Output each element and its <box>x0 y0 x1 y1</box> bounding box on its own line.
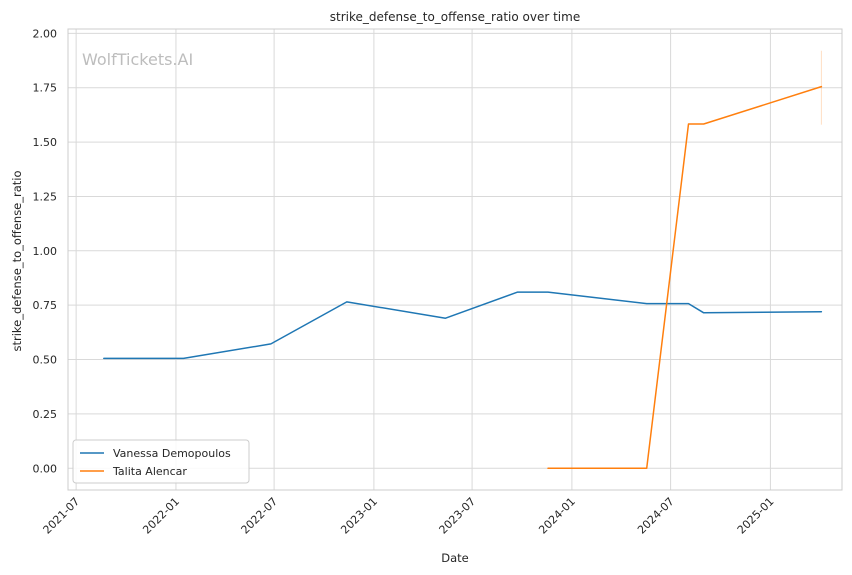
y-tick-label: 0.75 <box>33 299 58 312</box>
chart-title: strike_defense_to_offense_ratio over tim… <box>330 10 580 24</box>
y-tick-label: 1.00 <box>33 245 58 258</box>
x-tick-label: 2025-01 <box>735 495 777 537</box>
legend: Vanessa Demopoulos Talita Alencar <box>72 439 250 484</box>
legend-label: Talita Alencar <box>112 465 187 478</box>
y-tick-label: 0.50 <box>33 354 58 367</box>
x-axis-ticks: 2021-07 2022-01 2022-07 2023-01 2023-07 2024-… <box>41 495 777 537</box>
x-tick-label: 2022-01 <box>140 495 182 537</box>
y-tick-label: 0.25 <box>33 408 58 421</box>
x-tick-label: 2022-07 <box>239 495 281 537</box>
x-tick-label: 2024-01 <box>536 495 578 537</box>
y-tick-label: 1.50 <box>33 136 58 149</box>
legend-label: Vanessa Demopoulos <box>113 447 231 460</box>
plot-frame <box>67 28 843 491</box>
watermark-text: WolfTickets.AI <box>82 50 193 69</box>
x-axis-label: Date <box>441 551 469 565</box>
y-tick-label: 1.75 <box>33 82 58 95</box>
y-tick-label: 1.25 <box>33 190 58 203</box>
series-layer <box>103 50 823 470</box>
series-line-1 <box>547 85 823 470</box>
series-line-0 <box>103 291 823 360</box>
y-tick-label: 2.00 <box>33 27 58 40</box>
y-tick-label: 0.00 <box>33 462 58 475</box>
x-tick-label: 2024-07 <box>635 495 677 537</box>
x-tick-label: 2023-07 <box>437 495 479 537</box>
y-axis-label: strike_defense_to_offense_ratio <box>10 170 24 351</box>
plot-area <box>67 28 843 491</box>
grid-lines <box>68 29 842 490</box>
x-tick-label: 2021-07 <box>41 495 83 537</box>
legend-box <box>72 439 250 484</box>
x-tick-label: 2023-01 <box>338 495 380 537</box>
y-axis-ticks: 0.00 0.25 0.50 0.75 1.00 1.25 1.50 1.75 2.00 <box>33 27 58 475</box>
